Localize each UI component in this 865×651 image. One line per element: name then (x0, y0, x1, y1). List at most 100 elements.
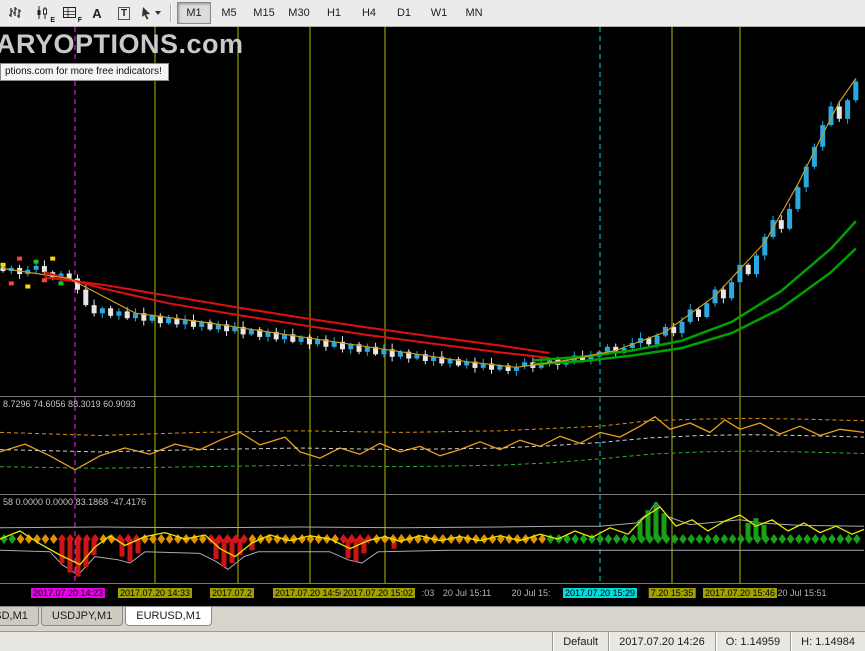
signal-dot (17, 256, 23, 261)
oscillator-canvas[interactable] (0, 397, 865, 494)
timeframe-M1-button[interactable]: M1 (177, 2, 211, 24)
signal-diamond (339, 534, 348, 544)
timeframe-D1-button[interactable]: D1 (396, 7, 412, 19)
signal-diamond (828, 534, 836, 544)
toolbar-separator (170, 4, 171, 22)
signal-diamond (795, 534, 803, 544)
time-label: 2017.07.20 15:46 (702, 588, 778, 598)
subscript-f-label: F (77, 17, 82, 24)
signal-diamond (41, 534, 50, 544)
panel-separator[interactable] (0, 396, 865, 397)
textbox-tool-button[interactable]: T (111, 2, 137, 24)
signal-diamond (331, 534, 339, 544)
down-histogram-bar (221, 539, 227, 567)
text-tool-button[interactable]: A (84, 2, 110, 24)
signal-diamond (298, 534, 306, 544)
status-open-price: O: 1.14959 (714, 632, 790, 651)
signal-canvas[interactable] (0, 495, 865, 583)
signal-diamond (25, 534, 33, 544)
timeframe-H1-button[interactable]: H1 (326, 7, 342, 19)
panel-separator[interactable] (0, 583, 865, 584)
signal-diamond (165, 534, 174, 544)
signal-diamond (232, 534, 240, 544)
time-axis[interactable]: 2017.07.20 14:23 2017.07.20 14:33 2017.07.… (0, 584, 865, 606)
signal-diamond (223, 534, 232, 544)
signal-diamond (720, 534, 729, 544)
up-histogram-bar (745, 523, 751, 539)
signal-diamond (596, 534, 604, 544)
timeframe-M15-button[interactable]: M15 (253, 7, 275, 19)
gold-ma (2, 78, 857, 368)
down-histogram-bar (237, 539, 243, 555)
signal-dot (50, 256, 56, 261)
cursor-arrow-icon (142, 7, 150, 20)
timeframe-W1-button[interactable]: W1 (430, 7, 448, 19)
signal-diamond (83, 534, 91, 544)
signal-diamond (157, 534, 166, 544)
time-label: 2017.07.20 15:29 (562, 588, 638, 598)
text-tool-icon: A (92, 5, 102, 21)
draw-tool-button[interactable] (138, 2, 164, 24)
up-histogram-bar (653, 503, 659, 539)
mid-band (0, 434, 865, 453)
chart-tab-USDJPY-M1[interactable]: USDJPY,M1 (40, 607, 124, 626)
signal-diamond (356, 534, 364, 544)
main-chart-canvas[interactable] (0, 27, 865, 396)
line-chart-tool-button[interactable]: F (57, 2, 83, 24)
signal-diamond (753, 534, 762, 544)
timeframe-M5-button[interactable]: M5 (221, 7, 237, 19)
down-histogram-bar (91, 539, 97, 555)
promo-banner: ptions.com for more free indicators! (0, 63, 169, 81)
down-histogram-bar (213, 539, 219, 559)
candlestick-tool-button[interactable]: E (30, 2, 56, 24)
timeframe-buttons: M1 M5 M15 M30 H1 H4 D1 W1 MN (177, 2, 491, 24)
down-histogram-bar (361, 539, 367, 554)
dropdown-caret-icon (155, 11, 161, 15)
signal-diamond (66, 534, 74, 544)
signal-diamond (654, 534, 662, 544)
signal-diamond (240, 534, 248, 544)
signal-diamond (571, 534, 580, 544)
chart-tab-EURUSD-M1[interactable]: EURUSD,M1 (125, 607, 213, 626)
signal-diamond (314, 534, 323, 544)
up-histogram-bar (761, 524, 767, 539)
signal-diamond (215, 534, 224, 544)
signal-diamond (198, 534, 207, 544)
status-profile[interactable]: Default (552, 632, 608, 651)
signal-diamond (803, 534, 811, 544)
signal-diamond (422, 534, 431, 544)
signal-diamond (662, 534, 671, 544)
signal-diamond (819, 534, 828, 544)
signal-diamond (190, 534, 199, 544)
signal-diamond (348, 534, 356, 544)
yellow-signal (0, 506, 865, 566)
timeframe-MN-button[interactable]: MN (465, 7, 483, 19)
time-label: 2017.07.20 14:23 (30, 588, 106, 598)
signal-diamond (463, 534, 472, 544)
signal-diamond (16, 534, 25, 544)
signal-diamond (290, 534, 298, 544)
signal-diamond (107, 534, 116, 544)
signal-diamond (612, 534, 621, 544)
ohlc-bars-icon (9, 7, 21, 18)
down-histogram-bar (119, 539, 125, 557)
ohlc-bars-tool-button[interactable] (3, 2, 29, 24)
lower-band (0, 450, 865, 469)
chart-tab-PUSD-M1[interactable]: PUSD,M1 (0, 607, 39, 626)
signal-dot (58, 281, 64, 286)
signal-diamond (704, 534, 712, 544)
signal-dot (41, 278, 47, 283)
signal-diamond (364, 534, 373, 544)
signal-diamond (124, 534, 132, 544)
panel-separator[interactable] (0, 494, 865, 495)
timeframe-M30-button[interactable]: M30 (288, 7, 310, 19)
signal-diamond (604, 534, 613, 544)
signal-diamond (141, 534, 149, 544)
signal-diamond (687, 534, 695, 544)
signal-diamond (58, 534, 66, 544)
signal-diamond (439, 534, 447, 544)
up-histogram-bar (645, 510, 651, 539)
timeframe-H4-button[interactable]: H4 (361, 7, 377, 19)
signal-diamond (49, 534, 58, 544)
